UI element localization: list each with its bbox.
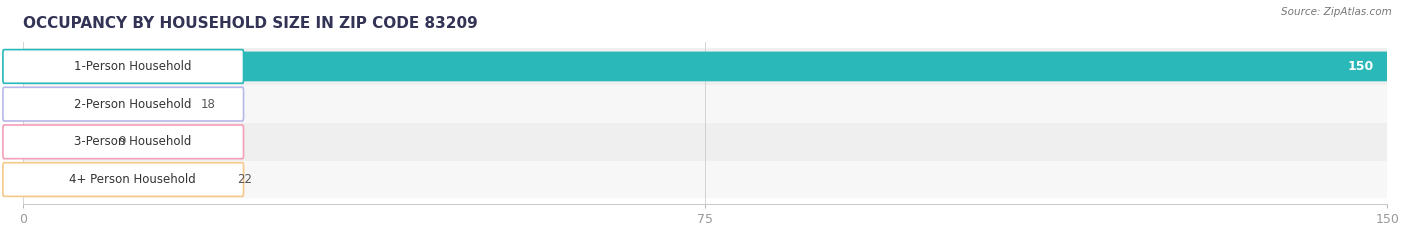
FancyBboxPatch shape	[22, 48, 1388, 85]
Text: 150: 150	[1347, 60, 1374, 73]
FancyBboxPatch shape	[22, 165, 224, 194]
Text: 18: 18	[200, 98, 215, 111]
Text: 4+ Person Household: 4+ Person Household	[69, 173, 197, 186]
FancyBboxPatch shape	[3, 50, 243, 83]
Text: 9: 9	[118, 135, 127, 148]
FancyBboxPatch shape	[3, 125, 243, 159]
FancyBboxPatch shape	[3, 87, 243, 121]
Text: 3-Person Household: 3-Person Household	[75, 135, 191, 148]
Text: Source: ZipAtlas.com: Source: ZipAtlas.com	[1281, 7, 1392, 17]
Text: OCCUPANCY BY HOUSEHOLD SIZE IN ZIP CODE 83209: OCCUPANCY BY HOUSEHOLD SIZE IN ZIP CODE …	[22, 16, 478, 31]
Text: 22: 22	[236, 173, 252, 186]
FancyBboxPatch shape	[22, 123, 1388, 161]
FancyBboxPatch shape	[22, 85, 1388, 123]
Text: 1-Person Household: 1-Person Household	[75, 60, 191, 73]
FancyBboxPatch shape	[22, 89, 187, 119]
Text: 2-Person Household: 2-Person Household	[75, 98, 191, 111]
FancyBboxPatch shape	[22, 127, 105, 157]
FancyBboxPatch shape	[22, 51, 1388, 81]
FancyBboxPatch shape	[22, 161, 1388, 198]
FancyBboxPatch shape	[3, 163, 243, 196]
